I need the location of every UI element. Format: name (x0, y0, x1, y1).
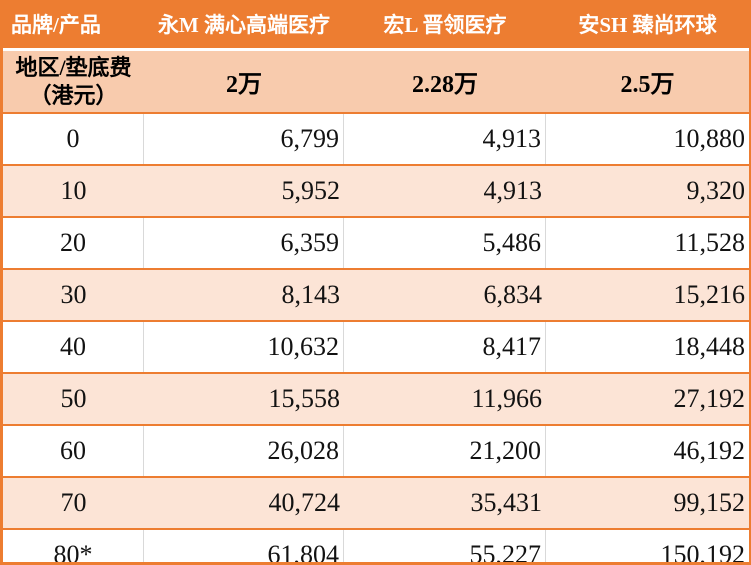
premium-cell: 6,834 (483, 280, 543, 309)
premium-cell: 8,417 (344, 322, 546, 372)
age-cell: 20 (3, 218, 144, 268)
header-gap-divider (3, 48, 749, 51)
premium-cell: 5,486 (344, 218, 546, 268)
table-row: 20 6,359 5,486 11,528 (3, 216, 749, 268)
premium-cell: 15,558 (268, 384, 341, 413)
deductible-header-3: 2.5万 (620, 72, 675, 98)
age-cell: 0 (3, 114, 144, 164)
premium-cell: 6,799 (144, 114, 344, 164)
deductible-header-1: 2万 (226, 72, 262, 98)
premium-cell: 10,632 (144, 322, 344, 372)
premium-cell: 150,192 (660, 540, 746, 565)
region-deductible-header: 地区/垫底费 （港元） (3, 51, 144, 112)
age-cell: 40 (3, 322, 144, 372)
premium-cell: 27,192 (673, 384, 746, 413)
age-cell: 50 (60, 384, 87, 413)
product-header-yongm: 永M 满心高端医疗 (157, 13, 331, 37)
premium-cell: 8,143 (281, 280, 341, 309)
premium-cell: 99,152 (673, 488, 746, 517)
table-row: 0 6,799 4,913 10,880 (3, 112, 749, 164)
product-header-hongl: 宏L 晋领医疗 (383, 13, 507, 37)
premium-cell: 46,192 (673, 436, 746, 465)
premium-cell: 9,320 (686, 176, 746, 205)
table-row: 40 10,632 8,417 18,448 (3, 320, 749, 372)
premium-cell: 6,359 (144, 218, 344, 268)
premium-cell: 5,952 (281, 176, 341, 205)
premium-cell: 18,448 (673, 332, 746, 361)
age-cell: 70 (60, 488, 87, 517)
premium-cell: 55,227 (344, 530, 546, 562)
product-header-ansh: 安SH 臻尚环球 (578, 13, 717, 37)
age-cell: 60 (3, 426, 144, 476)
premium-cell: 4,913 (344, 114, 546, 164)
premium-cell: 61,804 (144, 530, 344, 562)
header-row-brands: 品牌/产品 永M 满心高端医疗 宏L 晋领医疗 安SH 臻尚环球 (3, 0, 749, 48)
deductible-header-2: 2.28万 (412, 72, 478, 98)
premium-cell: 26,028 (144, 426, 344, 476)
premium-cell: 21,200 (344, 426, 546, 476)
table-row: 60 26,028 21,200 46,192 (3, 424, 749, 476)
corner-header-brand-product: 品牌/产品 (11, 13, 101, 37)
region-deductible-line2: （港元） (29, 82, 118, 108)
table-row: 10 5,952 4,913 9,320 (3, 164, 749, 216)
premium-cell: 35,431 (470, 488, 543, 517)
age-cell: 10 (60, 176, 87, 205)
table-row: 30 8,143 6,834 15,216 (3, 268, 749, 320)
table-row: 70 40,724 35,431 99,152 (3, 476, 749, 528)
age-cell: 30 (60, 280, 87, 309)
premium-cell: 11,966 (471, 384, 542, 413)
premium-cell: 4,913 (483, 176, 543, 205)
age-cell: 80* (3, 530, 144, 562)
region-deductible-line1: 地区/垫底费 (15, 54, 132, 80)
table-row: 50 15,558 11,966 27,192 (3, 372, 749, 424)
premium-cell: 15,216 (673, 280, 746, 309)
premium-cell: 40,724 (268, 488, 341, 517)
header-row-deductibles: 地区/垫底费 （港元） 2万 2.28万 2.5万 (3, 51, 749, 112)
table-row: 80* 61,804 55,227 150,192 (3, 528, 749, 565)
premium-cell: 11,528 (674, 228, 745, 257)
premium-cell: 10,880 (673, 124, 746, 153)
